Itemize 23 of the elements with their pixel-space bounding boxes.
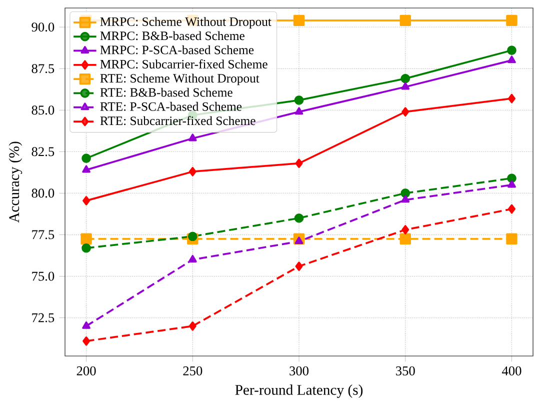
y-axis-title: Accuracy (%) — [8, 142, 22, 223]
y-tick-label: 82.5 — [32, 147, 54, 156]
x-tick-label: 250 — [183, 366, 202, 376]
y-tick-label: 80.0 — [32, 188, 54, 198]
y-tick-label: 85.0 — [32, 106, 54, 115]
x-tick-label: 200 — [76, 366, 96, 376]
legend-label: MRPC: P-SCA-based Scheme — [100, 45, 254, 54]
y-tick-label: 72.5 — [32, 313, 54, 322]
x-tick-label: 400 — [502, 366, 522, 376]
legend-label: MRPC: B&B-based Scheme — [100, 31, 244, 40]
y-tick-label: 77.5 — [32, 230, 54, 240]
legend-label: RTE: Scheme Without Dropout — [100, 74, 260, 86]
y-tick-label: 75.0 — [32, 272, 54, 281]
x-axis-title: Per-round Latency (s) — [235, 384, 363, 398]
x-tick-label: 300 — [290, 366, 309, 376]
legend-label: MRPC: Subcarrier-fixed Scheme — [100, 59, 268, 69]
y-tick-label: 90.0 — [32, 22, 54, 32]
legend-label: RTE: P-SCA-based Scheme — [100, 102, 242, 111]
x-tick-label: 350 — [396, 366, 415, 376]
legend-label: MRPC: Scheme Without Dropout — [100, 17, 272, 29]
legend-label: RTE: Subcarrier-fixed Scheme — [100, 116, 256, 126]
legend-label: RTE: B&B-based Scheme — [100, 88, 232, 97]
y-tick-label: 87.5 — [32, 64, 54, 74]
